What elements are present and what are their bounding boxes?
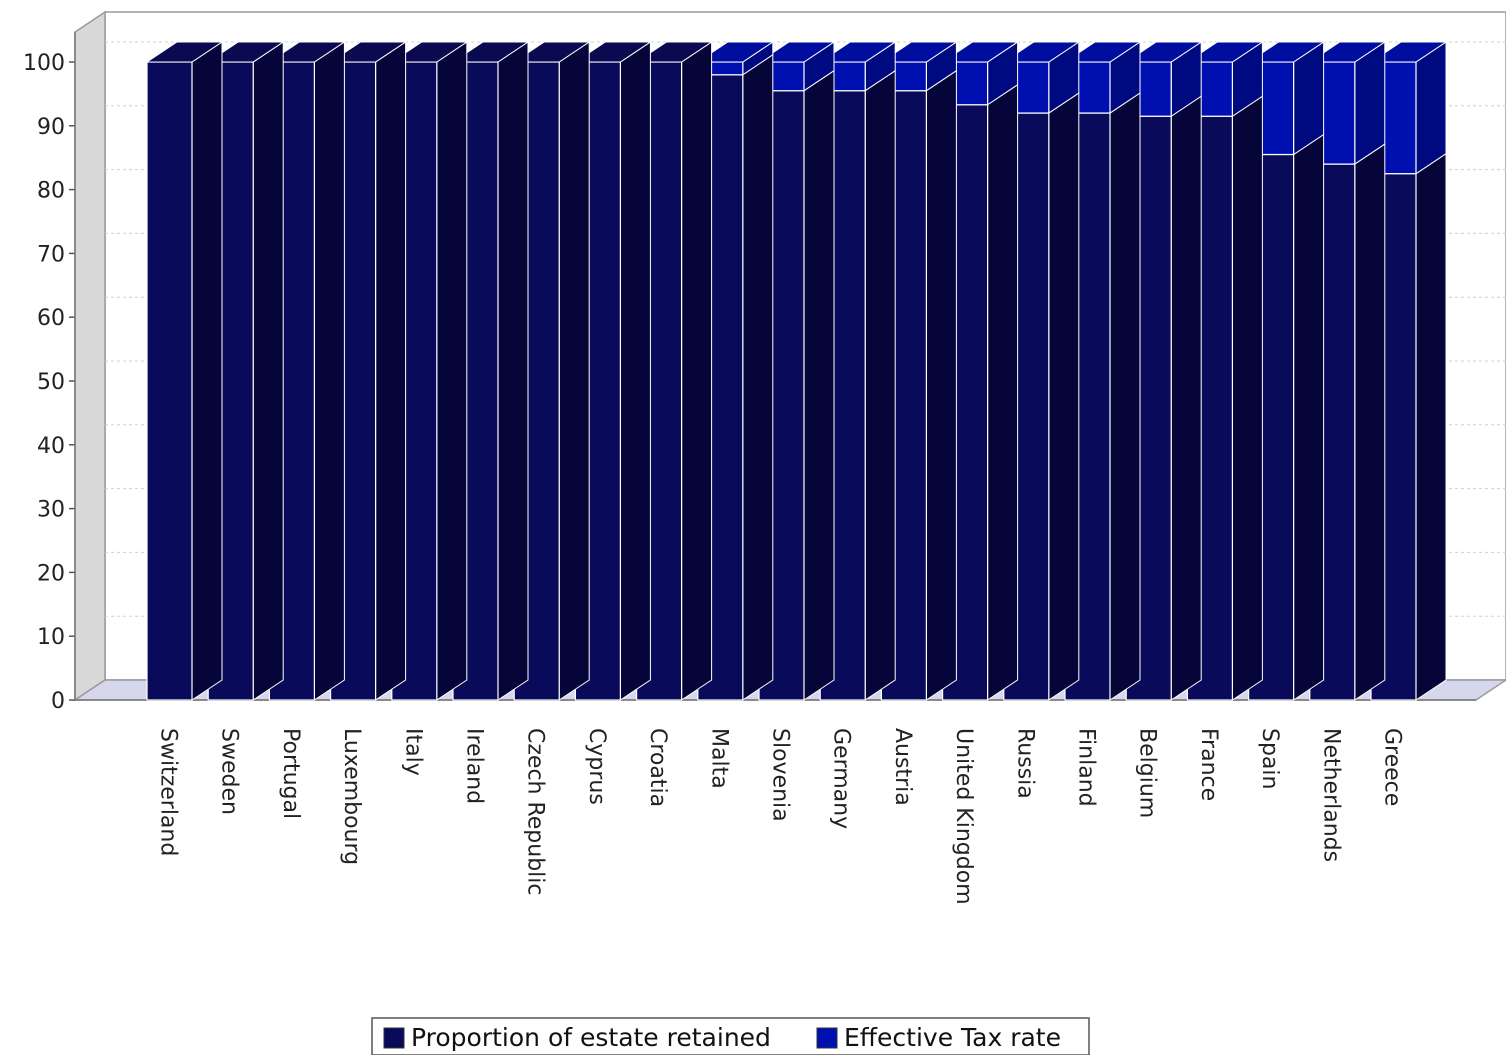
bar-estate-retained-side: [1293, 133, 1325, 701]
bar-estate-retained-side: [375, 41, 407, 701]
legend-swatch-estate-retained: [383, 1027, 405, 1049]
x-category-label: France: [1196, 728, 1221, 801]
bar-effective-tax-rate-side: [1415, 41, 1447, 175]
bar-estate-retained-side: [313, 41, 345, 701]
bar-effective-tax-rate-top: [1063, 41, 1142, 63]
bar-estate-retained-side: [925, 69, 957, 701]
bar-estate-retained-side: [681, 41, 713, 701]
y-tick-label: 60: [37, 306, 65, 331]
bar-estate-retained-top: [328, 41, 408, 63]
x-category-label: United Kingdom: [951, 728, 976, 905]
bar-estate-retained-top: [145, 41, 224, 63]
bar-estate-retained-side: [1170, 95, 1202, 701]
x-category-label: Belgium: [1135, 728, 1160, 818]
bar-estate-retained-top: [206, 41, 285, 63]
bar-estate-retained-side: [619, 41, 651, 701]
bar-estate-retained-top: [634, 41, 714, 63]
bar-effective-tax-rate-top: [757, 41, 836, 63]
bar-effective-tax-rate-top: [1185, 41, 1265, 63]
bar-estate-retained-top: [573, 41, 653, 63]
y-tick-label: 100: [23, 51, 65, 76]
x-category-label: Russia: [1012, 728, 1037, 799]
x-category-label: Germany: [829, 728, 854, 829]
bar-effective-tax-rate-top: [1369, 41, 1448, 63]
bar-estate-retained-side: [558, 41, 590, 701]
bar-estate-retained-side: [803, 69, 835, 701]
x-category-label: Spain: [1257, 728, 1282, 789]
bar-effective-tax-rate-top: [1124, 41, 1203, 63]
bar-estate-retained: [146, 61, 193, 701]
bar-estate-retained-side: [191, 41, 223, 701]
bar-estate-retained-top: [512, 41, 591, 63]
x-category-label: Portugal: [278, 728, 303, 819]
legend-label-estate-retained: Proportion of estate retained: [411, 1023, 771, 1052]
legend-label-effective-tax-rate: Effective Tax rate: [844, 1023, 1061, 1052]
y-tick-label: 30: [37, 498, 65, 523]
bar-estate-retained-side: [1048, 92, 1080, 701]
x-category-label: Croatia: [645, 728, 670, 807]
bar-estate-retained-side: [742, 53, 774, 701]
bar-estate-retained-side: [497, 41, 529, 701]
bar-estate-retained-top: [267, 41, 347, 63]
bar-estate-retained-side: [987, 83, 1019, 701]
x-category-label: Austria: [890, 728, 915, 806]
bar-estate-retained-side: [436, 41, 468, 701]
legend-box: [371, 1017, 1090, 1055]
bar-effective-tax-rate-top: [1002, 41, 1081, 63]
x-category-label: Sweden: [217, 728, 242, 815]
bar-estate-retained-top: [390, 41, 469, 63]
y-tick-label: 80: [37, 179, 65, 204]
x-category-label: Czech Republic: [523, 728, 548, 896]
plot-side-wall: [74, 10, 106, 702]
y-tick-label: 70: [37, 242, 65, 267]
bar-effective-tax-rate-top: [1308, 41, 1387, 63]
bar-estate-retained-side: [252, 41, 284, 701]
bar-effective-tax-rate-top: [696, 41, 775, 63]
y-tick-label: 50: [37, 370, 65, 395]
x-category-label: Slovenia: [768, 728, 793, 822]
bar-effective-tax-rate-side: [1354, 41, 1386, 166]
y-tick-label: 40: [37, 434, 65, 459]
bar-estate-retained-side: [1415, 152, 1447, 701]
bar-estate-retained-side: [1354, 143, 1386, 701]
y-tick-label: 20: [37, 561, 65, 586]
y-tick-label: 0: [51, 689, 65, 714]
bar-estate-retained-side: [1109, 92, 1141, 701]
y-tick-label: 10: [37, 625, 65, 650]
bar-effective-tax-rate-top: [940, 41, 1020, 63]
x-category-label: Finland: [1074, 728, 1099, 807]
bar-effective-tax-rate-top: [1246, 41, 1326, 63]
x-category-label: Netherlands: [1318, 728, 1343, 862]
bar-effective-tax-rate-top: [879, 41, 959, 63]
x-category-label: Luxembourg: [339, 728, 364, 865]
x-category-label: Greece: [1380, 728, 1405, 806]
y-tick-label: 90: [37, 115, 65, 140]
x-category-label: Cyprus: [584, 728, 609, 805]
x-category-label: Italy: [400, 728, 425, 776]
bar-estate-retained-side: [1231, 95, 1263, 701]
bar-estate-retained-top: [451, 41, 530, 63]
x-category-label: Ireland: [462, 728, 487, 804]
x-category-label: Switzerland: [156, 728, 181, 856]
bar-estate-retained-side: [864, 69, 896, 701]
bar-effective-tax-rate-top: [818, 41, 897, 63]
x-category-label: Malta: [706, 728, 731, 789]
legend-swatch-effective-tax-rate: [816, 1027, 838, 1049]
